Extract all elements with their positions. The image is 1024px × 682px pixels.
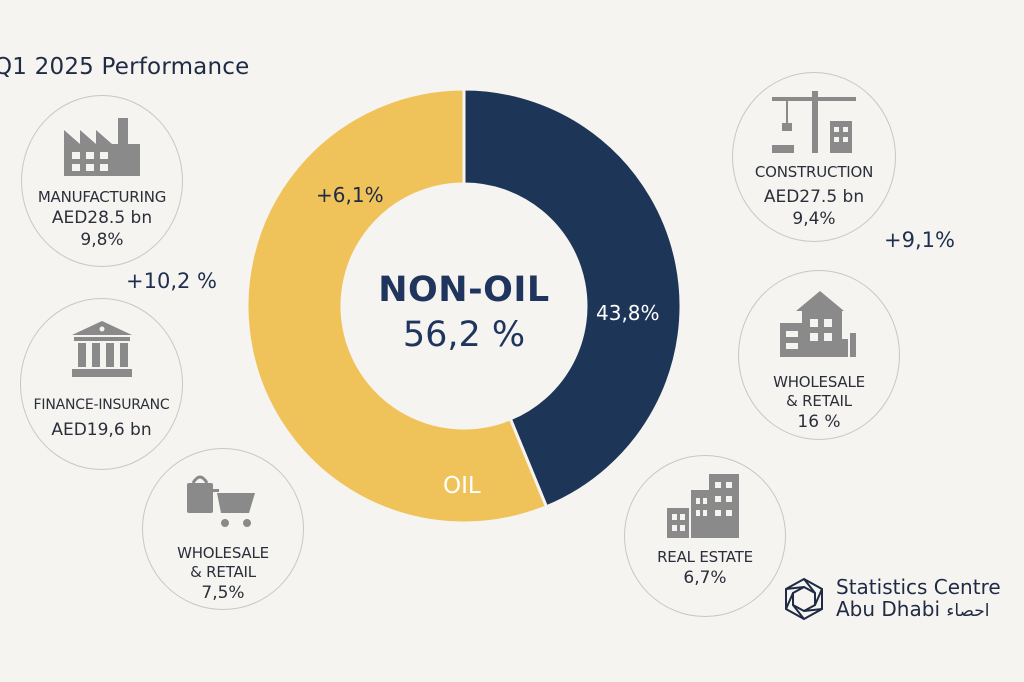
center-value: 56,2 % xyxy=(402,315,526,355)
donut-slices xyxy=(245,87,683,525)
logo-line1: Statistics Centre xyxy=(836,575,1001,599)
bank-icon xyxy=(71,321,132,377)
sector-share: 6,7% xyxy=(683,568,727,588)
sector-label-line1: WHOLESALE xyxy=(177,544,269,562)
donut-hole xyxy=(342,184,586,428)
slice-label-oil-name: OIL xyxy=(443,473,481,499)
sector-share: 9,4% xyxy=(792,209,836,229)
sector-card-wholesale-right: WHOLESALE & RETAIL 16 % xyxy=(738,270,900,440)
sector-label-line1: WHOLESALE xyxy=(773,373,865,391)
sector-share: 7,5% xyxy=(201,583,245,603)
scad-logo: Statistics Centre Abu Dhabi احصاء xyxy=(782,576,1001,622)
factory-icon xyxy=(64,118,140,176)
sector-card-construction: CONSTRUCTION AED27.5 bn 9,4% xyxy=(732,72,896,242)
sector-share: 9,8% xyxy=(80,230,124,250)
sector-value: AED19,6 bn xyxy=(51,420,152,440)
sector-card-manufacturing: MANUFACTURING AED28.5 bn 9,8% xyxy=(21,95,183,267)
sector-share: 16 % xyxy=(797,412,841,432)
sector-card-wholesale-left: WHOLESALE & RETAIL 7,5% xyxy=(142,448,304,610)
sector-label-line2: & RETAIL xyxy=(190,563,256,581)
sector-label-line2: & RETAIL xyxy=(786,392,852,410)
sector-label: FINANCE-INSURANC xyxy=(33,397,170,413)
shopping-cart-icon xyxy=(187,475,255,527)
tower-icon xyxy=(667,474,739,538)
building-icon xyxy=(780,291,856,357)
sector-label: MANUFACTURING xyxy=(37,188,167,206)
crane-icon xyxy=(772,91,856,153)
sector-value: AED28.5 bn xyxy=(51,208,153,228)
page-title: Q1 2025 Performance xyxy=(0,54,250,80)
sector-card-finance: FINANCE-INSURANC AED19,6 bn xyxy=(20,298,183,470)
sector-label: CONSTRUCTION xyxy=(754,163,874,181)
logo-line2: Abu Dhabi xyxy=(836,597,940,621)
logo-mark-icon xyxy=(785,577,823,621)
growth-manufacturing: +10,2 % xyxy=(126,269,217,293)
sector-value: AED27.5 bn xyxy=(763,187,865,207)
sector-card-real-estate: REAL ESTATE 6,7% xyxy=(624,455,786,617)
slice-label-oil-pct: 43,8% xyxy=(596,301,660,325)
slice-label-nonoil-growth: +6,1% xyxy=(316,183,384,207)
growth-construction: +9,1% xyxy=(884,228,955,252)
sector-label: REAL ESTATE xyxy=(657,548,753,566)
center-label: NON-OIL xyxy=(378,270,550,310)
logo-arabic: احصاء xyxy=(946,601,990,621)
